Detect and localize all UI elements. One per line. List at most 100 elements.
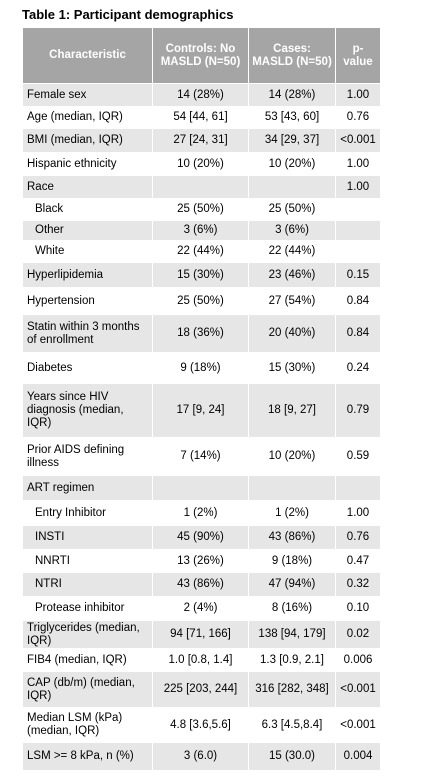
cell: 0.15 bbox=[335, 262, 381, 288]
cell: 1.00 bbox=[335, 152, 381, 176]
table-row: ART regimen bbox=[22, 475, 381, 501]
table-row: NNRTI 13 (26%) 9 (18%) 0.47 bbox=[22, 549, 381, 573]
table-row: Protease inhibitor 2 (4%) 8 (16%) 0.10 bbox=[22, 596, 381, 621]
row-label: Black bbox=[22, 198, 153, 221]
cell: 3 (6%) bbox=[248, 220, 336, 241]
cell: 10 (20%) bbox=[248, 437, 336, 476]
row-label: BMI (median, IQR) bbox=[22, 128, 153, 153]
cell: 22 (44%) bbox=[248, 240, 336, 263]
cell: 15 (30%) bbox=[248, 352, 336, 384]
row-label: Female sex bbox=[22, 83, 153, 107]
cell: 138 [94, 179] bbox=[248, 620, 336, 649]
cell: <0.001 bbox=[335, 128, 381, 153]
cell: 0.76 bbox=[335, 525, 381, 550]
cell bbox=[248, 175, 336, 199]
table-row: Hypertension 25 (50%) 27 (54%) 0.84 bbox=[22, 287, 381, 315]
cell bbox=[152, 475, 249, 501]
cell: 0.32 bbox=[335, 572, 381, 597]
row-label: NNRTI bbox=[22, 549, 153, 573]
cell: 0.004 bbox=[335, 742, 381, 771]
row-label: Median LSM (kPa) (median, IQR) bbox=[22, 707, 153, 743]
header-cell: Characteristic bbox=[22, 27, 153, 84]
cell: 2 (4%) bbox=[152, 596, 249, 621]
table-row: Statin within 3 months of enrollment 18 (… bbox=[22, 314, 381, 353]
cell: 1.00 bbox=[335, 500, 381, 526]
cell: 0.24 bbox=[335, 352, 381, 384]
cell: 43 (86%) bbox=[248, 525, 336, 550]
cell: 0.84 bbox=[335, 287, 381, 315]
table-row: Age (median, IQR) 54 [44, 61] 53 [43, 60] 0… bbox=[22, 106, 381, 129]
row-label: Prior AIDS defining illness bbox=[22, 437, 153, 476]
table-row: CAP (db/m) (median, IQR) 225 [203, 244] 31… bbox=[22, 671, 381, 708]
row-label: Age (median, IQR) bbox=[22, 106, 153, 129]
cell bbox=[335, 198, 381, 221]
table-row: INSTI 45 (90%) 43 (86%) 0.76 bbox=[22, 525, 381, 550]
cell: 9 (18%) bbox=[152, 352, 249, 384]
cell: 14 (28%) bbox=[152, 83, 249, 107]
cell bbox=[335, 240, 381, 263]
table-row: FIB4 (median, IQR) 1.0 [0.8, 1.4] 1.3 [0.9… bbox=[22, 648, 381, 672]
table-row: Years since HIV diagnosis (median, IQR) 1… bbox=[22, 383, 381, 438]
cell: 25 (50%) bbox=[152, 287, 249, 315]
header-cell: p-value bbox=[335, 27, 381, 84]
row-label: CAP (db/m) (median, IQR) bbox=[22, 671, 153, 708]
cell: <0.001 bbox=[335, 671, 381, 708]
row-label: Diabetes bbox=[22, 352, 153, 384]
cell: 10 (20%) bbox=[248, 152, 336, 176]
table-row: NTRI 43 (86%) 47 (94%) 0.32 bbox=[22, 572, 381, 597]
cell: 4.8 [3.6,5.6] bbox=[152, 707, 249, 743]
cell: 1.0 [0.8, 1.4] bbox=[152, 648, 249, 672]
table-row: Hispanic ethnicity 10 (20%) 10 (20%) 1.00 bbox=[22, 152, 381, 176]
cell: 53 [43, 60] bbox=[248, 106, 336, 129]
cell: 25 (50%) bbox=[248, 198, 336, 221]
cell: 27 (54%) bbox=[248, 287, 336, 315]
row-label: Hispanic ethnicity bbox=[22, 152, 153, 176]
cell: 1 (2%) bbox=[152, 500, 249, 526]
demographics-table: Characteristic Controls: No MASLD (N=50) C… bbox=[22, 27, 381, 771]
row-label: Entry Inhibitor bbox=[22, 500, 153, 526]
cell: 0.02 bbox=[335, 620, 381, 649]
table-row: Race 1.00 bbox=[22, 175, 381, 199]
table-row: Black 25 (50%) 25 (50%) bbox=[22, 198, 381, 221]
cell: 225 [203, 244] bbox=[152, 671, 249, 708]
cell: 0.84 bbox=[335, 314, 381, 353]
table-row: Entry Inhibitor 1 (2%) 1 (2%) 1.00 bbox=[22, 500, 381, 526]
cell: 27 [24, 31] bbox=[152, 128, 249, 153]
cell: 94 [71, 166] bbox=[152, 620, 249, 649]
row-label: ART regimen bbox=[22, 475, 153, 501]
cell bbox=[248, 475, 336, 501]
cell: 6.3 [4.5,8.4] bbox=[248, 707, 336, 743]
cell: 1.3 [0.9, 2.1] bbox=[248, 648, 336, 672]
cell: 13 (26%) bbox=[152, 549, 249, 573]
table-row: Prior AIDS defining illness 7 (14%) 10 (20… bbox=[22, 437, 381, 476]
table-row: BMI (median, IQR) 27 [24, 31] 34 [29, 37] <… bbox=[22, 128, 381, 153]
cell: 34 [29, 37] bbox=[248, 128, 336, 153]
cell: 9 (18%) bbox=[248, 549, 336, 573]
cell: 23 (46%) bbox=[248, 262, 336, 288]
table-row: Diabetes 9 (18%) 15 (30%) 0.24 bbox=[22, 352, 381, 384]
cell: 47 (94%) bbox=[248, 572, 336, 597]
row-label: INSTI bbox=[22, 525, 153, 550]
cell: 7 (14%) bbox=[152, 437, 249, 476]
cell: 0.10 bbox=[335, 596, 381, 621]
row-label: Hyperlipidemia bbox=[22, 262, 153, 288]
row-label: Years since HIV diagnosis (median, IQR) bbox=[22, 383, 153, 438]
row-label: FIB4 (median, IQR) bbox=[22, 648, 153, 672]
row-label: Statin within 3 months of enrollment bbox=[22, 314, 153, 353]
table-row: Female sex 14 (28%) 14 (28%) 1.00 bbox=[22, 83, 381, 107]
cell: 54 [44, 61] bbox=[152, 106, 249, 129]
cell: 0.79 bbox=[335, 383, 381, 438]
cell: 18 [9, 27] bbox=[248, 383, 336, 438]
cell: 10 (20%) bbox=[152, 152, 249, 176]
header-cell: Cases: MASLD (N=50) bbox=[248, 27, 336, 84]
table-row: White 22 (44%) 22 (44%) bbox=[22, 240, 381, 263]
cell bbox=[335, 475, 381, 501]
cell: 0.006 bbox=[335, 648, 381, 672]
header-row: Characteristic Controls: No MASLD (N=50) C… bbox=[22, 27, 381, 84]
cell: 8 (16%) bbox=[248, 596, 336, 621]
cell: 0.47 bbox=[335, 549, 381, 573]
header-cell: Controls: No MASLD (N=50) bbox=[152, 27, 249, 84]
row-label: White bbox=[22, 240, 153, 263]
cell: 316 [282, 348] bbox=[248, 671, 336, 708]
row-label: Protease inhibitor bbox=[22, 596, 153, 621]
